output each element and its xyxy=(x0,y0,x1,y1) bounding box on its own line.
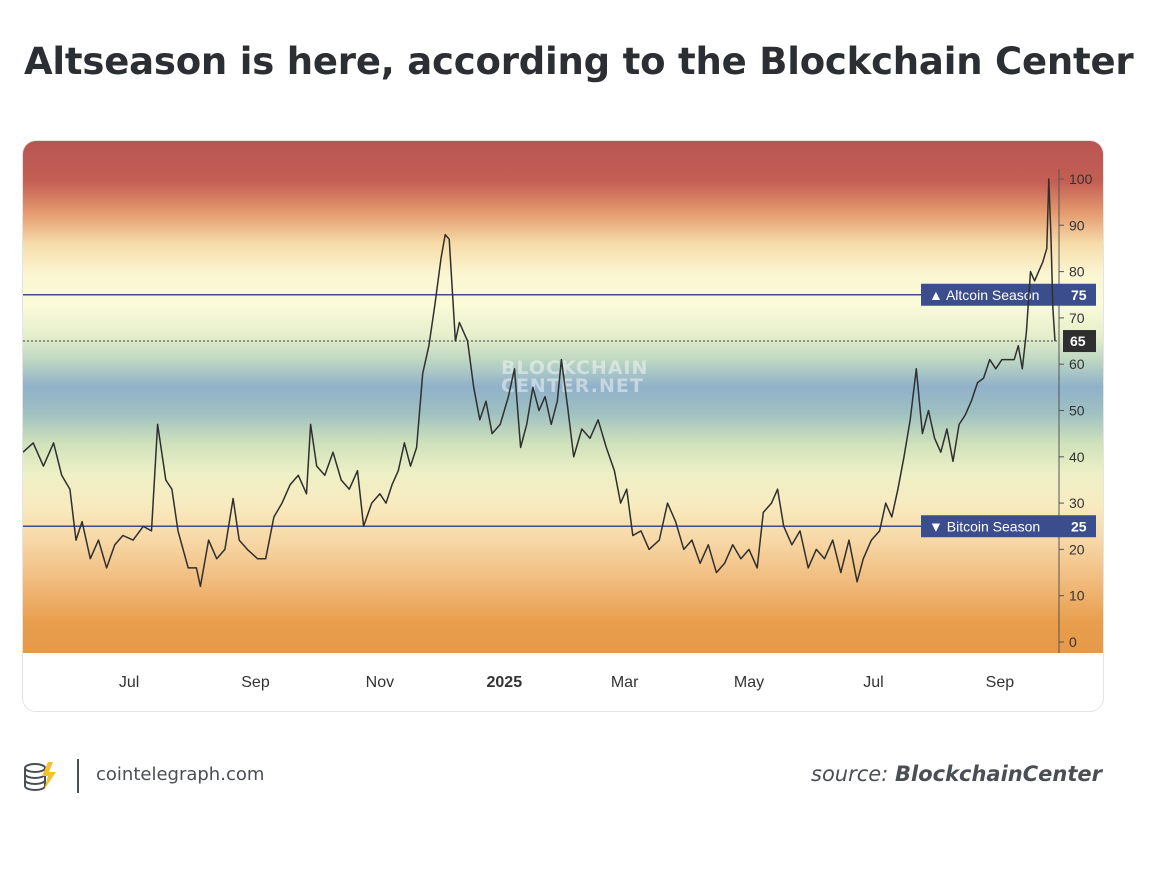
y-tick-label: 0 xyxy=(1069,634,1077,650)
watermark-line-1: BLOCKCHAIN xyxy=(501,357,649,379)
watermark-line-2: CENTER.NET xyxy=(501,375,644,397)
source-prefix: source: xyxy=(811,762,889,786)
x-tick-label: Jul xyxy=(119,674,139,691)
y-tick-label: 30 xyxy=(1069,495,1085,511)
threshold-value: 25 xyxy=(1071,518,1087,534)
source-name: BlockchainCenter xyxy=(894,762,1102,786)
page-title: Altseason is here, according to the Bloc… xyxy=(24,40,1134,83)
chart-card: BLOCKCHAIN CENTER.NET 0 10 20 30 40 50 60 70 80 9… xyxy=(22,140,1104,712)
footer-source: source: BlockchainCenter xyxy=(811,762,1102,786)
y-tick-label: 70 xyxy=(1069,310,1085,326)
x-tick-label: Nov xyxy=(366,674,394,691)
y-tick-label: 20 xyxy=(1069,541,1085,557)
index-series-line xyxy=(23,178,1056,588)
y-tick-label: 60 xyxy=(1069,356,1085,372)
y-tick-label: 40 xyxy=(1069,449,1085,465)
cointelegraph-logo-icon xyxy=(22,758,60,799)
threshold-value: 75 xyxy=(1071,287,1087,303)
threshold-label: ▼ Bitcoin Season xyxy=(929,518,1040,534)
y-tick-label: 50 xyxy=(1069,403,1085,419)
y-tick-label: 80 xyxy=(1069,264,1085,280)
footer-site-link[interactable]: cointelegraph.com xyxy=(96,764,265,785)
x-tick-label: Jul xyxy=(863,674,883,691)
x-tick-label: Sep xyxy=(986,674,1015,691)
threshold-label: ▲ Altcoin Season xyxy=(929,287,1039,303)
watermark: BLOCKCHAIN CENTER.NET xyxy=(501,357,649,397)
x-tick-label: 2025 xyxy=(487,674,523,691)
current-value-label: 65 xyxy=(1070,333,1086,349)
y-tick-label: 100 xyxy=(1069,171,1093,187)
x-tick-label: May xyxy=(734,674,764,691)
footer-divider xyxy=(77,759,79,793)
y-tick-label: 90 xyxy=(1069,217,1085,233)
x-tick-label: Sep xyxy=(241,674,270,691)
x-tick-label: Mar xyxy=(611,674,639,691)
current-value-box xyxy=(1063,330,1096,353)
y-tick-label: 10 xyxy=(1069,588,1085,604)
altcoin-season-index-chart: 0 10 20 30 40 50 60 70 80 90 100 ▲ Altcoin Season 75… xyxy=(23,169,1096,691)
threshold-label-box xyxy=(921,515,1096,538)
